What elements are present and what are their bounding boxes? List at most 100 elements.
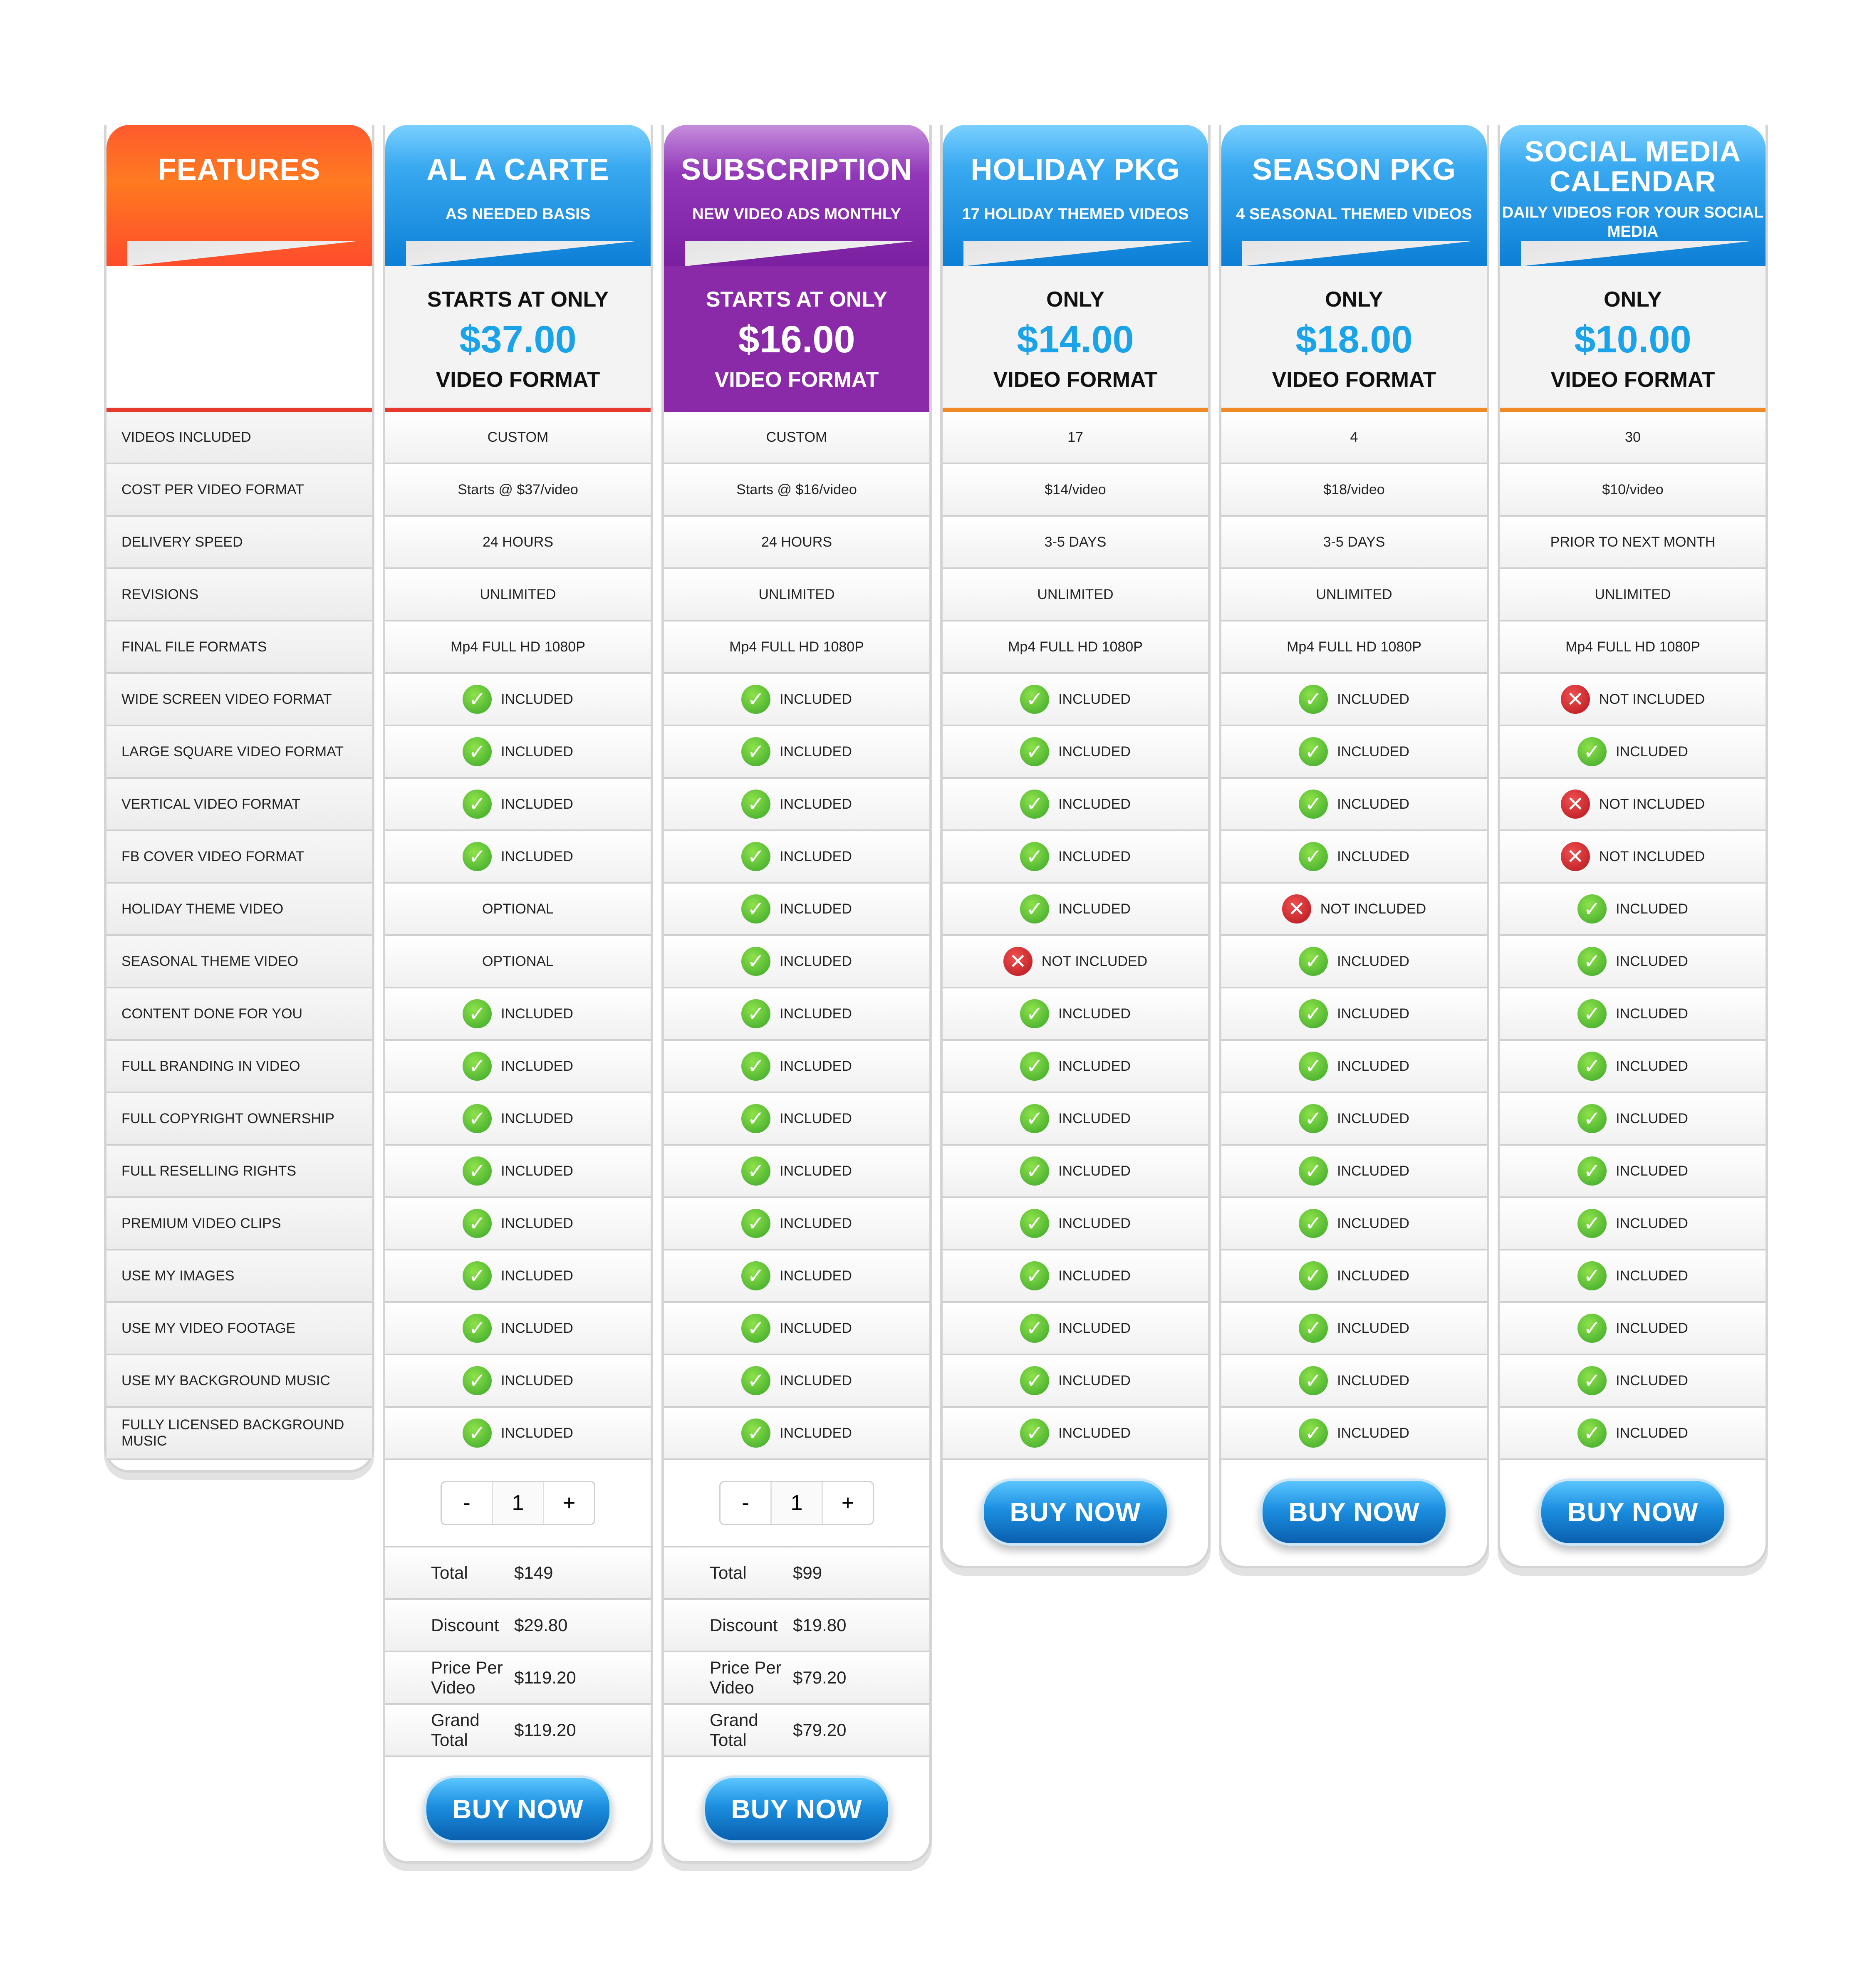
check-icon: ✓ <box>463 1209 492 1238</box>
summary-value: $29.80 <box>514 1615 568 1635</box>
check-icon: ✓ <box>741 1104 771 1133</box>
summary-label: Total <box>710 1563 747 1582</box>
plan-cell: Starts @ $16/video <box>664 464 929 517</box>
plan-cell: ✕ NOT INCLUDED <box>1500 831 1766 884</box>
increment-button[interactable]: + <box>562 1491 576 1515</box>
plan-subtitle: 4 SEASONAL THEMED VIDEOS <box>1236 205 1472 223</box>
plan-cell: ✓ INCLUDED <box>1500 1303 1766 1355</box>
check-icon: ✓ <box>1577 737 1607 766</box>
cell-value: INCLUDED <box>780 901 852 917</box>
plan-cell: ✓ INCLUDED <box>1221 1303 1487 1355</box>
quantity-stepper[interactable]: - 1 + <box>441 1481 595 1525</box>
check-icon: ✓ <box>1299 1261 1328 1290</box>
cell-value: INCLUDED <box>1616 1110 1688 1126</box>
decrement-button[interactable]: - <box>742 1491 749 1515</box>
check-icon: ✓ <box>741 737 771 766</box>
plan-header: HOLIDAY PKG 17 HOLIDAY THEMED VIDEOS <box>943 125 1208 266</box>
cell-value: 24 HOURS <box>761 534 832 550</box>
cell-value: INCLUDED <box>501 1425 573 1441</box>
cell-value: INCLUDED <box>1616 1320 1688 1336</box>
plan-cell: ✓ INCLUDED <box>943 884 1208 936</box>
plan-title: SOCIAL MEDIA CALENDAR <box>1524 135 1741 198</box>
increment-button[interactable]: + <box>841 1491 854 1515</box>
price-format: VIDEO FORMAT <box>1272 368 1436 392</box>
summary-row: Discount $19.80 <box>664 1600 929 1652</box>
decrement-button[interactable]: - <box>463 1491 470 1515</box>
check-icon: ✓ <box>1020 894 1050 923</box>
feature-row-label: FULL COPYRIGHT OWNERSHIP <box>106 1093 372 1146</box>
check-icon: ✓ <box>463 999 492 1028</box>
plan-cell: ✕ NOT INCLUDED <box>1500 779 1766 831</box>
plan-cell: ✓ INCLUDED <box>385 1408 651 1460</box>
cell-value: INCLUDED <box>501 1005 573 1022</box>
feature-row-label: VERTICAL VIDEO FORMAT <box>106 779 372 831</box>
plan-cell: 24 HOURS <box>664 517 929 569</box>
check-icon: ✓ <box>1020 1261 1050 1290</box>
cell-value: INCLUDED <box>1337 1005 1409 1022</box>
plan-cell: UNLIMITED <box>385 569 651 621</box>
buy-now-button[interactable]: BUY NOW <box>981 1478 1169 1546</box>
summary-label: Discount <box>431 1615 499 1635</box>
cross-icon: ✕ <box>1560 842 1590 871</box>
plan-cell: ✓ INCLUDED <box>385 1093 651 1146</box>
header-fold <box>1242 241 1471 266</box>
quantity-area: - 1 + <box>385 1460 651 1547</box>
check-icon: ✓ <box>463 1261 492 1290</box>
check-icon: ✓ <box>1020 1366 1050 1395</box>
quantity-value[interactable]: 1 <box>770 1482 823 1524</box>
cell-value: INCLUDED <box>501 796 573 812</box>
features-column: FEATURES VIDEOS INCLUDED COST PER VIDEO F… <box>104 125 374 1473</box>
plan-cell: Mp4 FULL HD 1080P <box>664 621 929 674</box>
plan-cell: ✓ INCLUDED <box>385 1146 651 1198</box>
quantity-area: - 1 + <box>664 1460 929 1547</box>
check-icon: ✓ <box>1020 842 1050 871</box>
check-icon: ✓ <box>1020 1314 1050 1343</box>
cell-value: Mp4 FULL HD 1080P <box>729 639 864 655</box>
cell-value: INCLUDED <box>1058 1058 1131 1074</box>
price-format: VIDEO FORMAT <box>436 368 600 392</box>
cross-icon: ✕ <box>1560 685 1590 714</box>
features-title: FEATURES <box>158 153 321 186</box>
cross-icon: ✕ <box>1003 947 1033 976</box>
check-icon: ✓ <box>1020 1156 1050 1186</box>
buy-now-button[interactable]: BUY NOW <box>1539 1478 1727 1546</box>
feature-row-label: USE MY BACKGROUND MUSIC <box>106 1355 372 1408</box>
cell-value: INCLUDED <box>1058 796 1131 812</box>
plan-title: SUBSCRIPTION <box>681 153 913 186</box>
plan-cell: UNLIMITED <box>943 569 1208 621</box>
cell-value: INCLUDED <box>1058 691 1131 707</box>
cell-value: INCLUDED <box>780 1058 852 1074</box>
header-fold <box>963 241 1192 266</box>
price-underline <box>1500 408 1766 412</box>
check-icon: ✓ <box>1299 1314 1328 1343</box>
check-icon: ✓ <box>1577 894 1607 923</box>
check-icon: ✓ <box>1020 1209 1050 1238</box>
features-header: FEATURES <box>106 125 372 266</box>
plan-cell: $18/video <box>1221 464 1487 517</box>
quantity-value[interactable]: 1 <box>492 1482 544 1524</box>
cell-value: INCLUDED <box>780 1110 852 1126</box>
check-icon: ✓ <box>1577 1261 1607 1290</box>
check-icon: ✓ <box>1299 1419 1328 1448</box>
cell-value: INCLUDED <box>780 848 852 864</box>
plan-cell: ✓ INCLUDED <box>943 1093 1208 1146</box>
price-amount: $14.00 <box>1017 318 1134 361</box>
cell-value: INCLUDED <box>501 1215 573 1231</box>
buy-now-button[interactable]: BUY NOW <box>703 1775 891 1843</box>
quantity-stepper[interactable]: - 1 + <box>719 1481 874 1525</box>
summary-label: Price Per Video <box>431 1658 503 1697</box>
summary-value: $99 <box>793 1563 822 1582</box>
buy-now-button[interactable]: BUY NOW <box>1260 1478 1448 1546</box>
cell-value: Mp4 FULL HD 1080P <box>1565 639 1700 655</box>
plan-cell: ✓ INCLUDED <box>1500 1250 1766 1303</box>
plan-header: SOCIAL MEDIA CALENDAR DAILY VIDEOS FOR Y… <box>1500 125 1766 266</box>
plan-cell: OPTIONAL <box>385 884 651 936</box>
price-amount: $18.00 <box>1295 318 1413 361</box>
buy-area: BUY NOW <box>1221 1460 1487 1564</box>
check-icon: ✓ <box>1299 947 1328 976</box>
buy-now-button[interactable]: BUY NOW <box>424 1775 612 1843</box>
check-icon: ✓ <box>741 1419 771 1448</box>
check-icon: ✓ <box>1299 1104 1328 1133</box>
check-icon: ✓ <box>1577 1314 1607 1343</box>
check-icon: ✓ <box>1020 1052 1050 1081</box>
